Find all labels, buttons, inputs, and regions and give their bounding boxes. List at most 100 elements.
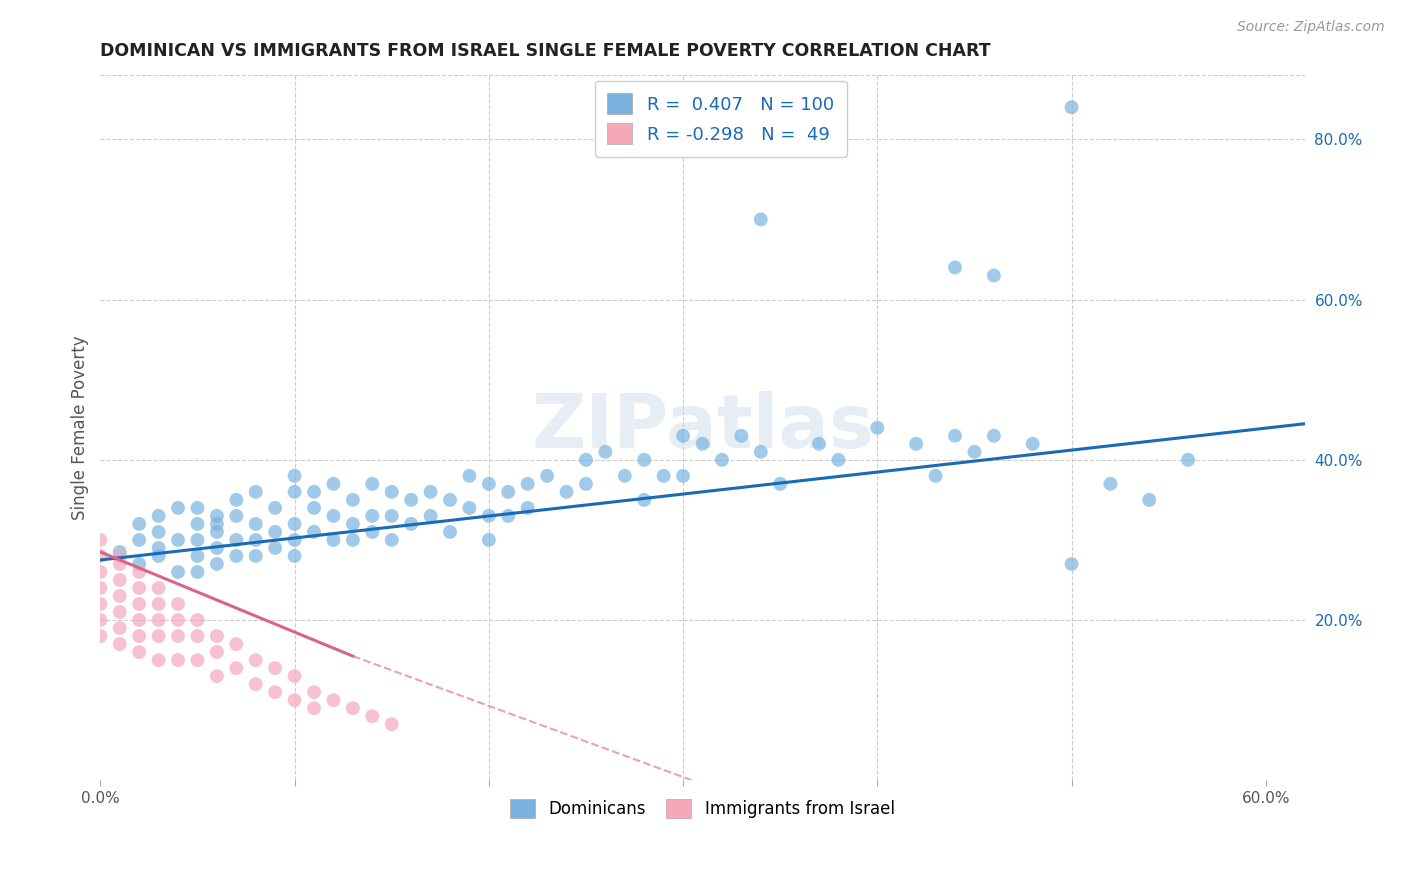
Point	[342, 492, 364, 507]
Point	[128, 597, 150, 611]
Point	[128, 613, 150, 627]
Legend: Dominicans, Immigrants from Israel: Dominicans, Immigrants from Israel	[503, 792, 901, 825]
Point	[108, 621, 131, 635]
Point	[128, 533, 150, 547]
Point	[439, 492, 461, 507]
Point	[264, 524, 287, 539]
Point	[1060, 100, 1083, 114]
Point	[245, 549, 267, 563]
Point	[167, 597, 190, 611]
Point	[245, 484, 267, 499]
Point	[361, 476, 384, 491]
Point	[381, 533, 404, 547]
Point	[186, 500, 208, 515]
Point	[302, 701, 325, 715]
Point	[730, 429, 752, 443]
Point	[128, 629, 150, 643]
Point	[148, 549, 170, 563]
Point	[148, 613, 170, 627]
Point	[419, 484, 441, 499]
Point	[225, 508, 247, 523]
Point	[108, 549, 131, 563]
Point	[284, 533, 307, 547]
Point	[983, 268, 1005, 283]
Point	[692, 437, 714, 451]
Point	[89, 565, 111, 579]
Point	[225, 637, 247, 651]
Point	[89, 533, 111, 547]
Point	[167, 500, 190, 515]
Point	[361, 508, 384, 523]
Point	[827, 452, 849, 467]
Text: ZIPatlas: ZIPatlas	[531, 392, 873, 464]
Point	[148, 653, 170, 667]
Point	[284, 549, 307, 563]
Point	[108, 545, 131, 559]
Point	[186, 549, 208, 563]
Point	[1060, 557, 1083, 571]
Point	[245, 533, 267, 547]
Point	[516, 500, 538, 515]
Point	[399, 492, 422, 507]
Point	[108, 557, 131, 571]
Point	[186, 533, 208, 547]
Point	[342, 516, 364, 531]
Point	[186, 516, 208, 531]
Point	[652, 468, 675, 483]
Point	[245, 677, 267, 691]
Point	[478, 476, 501, 491]
Point	[516, 476, 538, 491]
Point	[342, 701, 364, 715]
Point	[108, 573, 131, 587]
Point	[128, 565, 150, 579]
Point	[595, 444, 617, 458]
Point	[924, 468, 946, 483]
Point	[322, 693, 344, 707]
Point	[225, 492, 247, 507]
Point	[478, 508, 501, 523]
Point	[458, 468, 481, 483]
Point	[128, 557, 150, 571]
Y-axis label: Single Female Poverty: Single Female Poverty	[72, 335, 89, 520]
Point	[264, 541, 287, 555]
Point	[399, 516, 422, 531]
Point	[89, 613, 111, 627]
Point	[555, 484, 578, 499]
Point	[1022, 437, 1045, 451]
Point	[905, 437, 928, 451]
Point	[89, 581, 111, 595]
Point	[205, 629, 228, 643]
Point	[205, 524, 228, 539]
Point	[536, 468, 558, 483]
Point	[89, 597, 111, 611]
Point	[245, 653, 267, 667]
Point	[108, 637, 131, 651]
Point	[284, 516, 307, 531]
Point	[148, 597, 170, 611]
Point	[302, 524, 325, 539]
Point	[148, 629, 170, 643]
Point	[225, 661, 247, 675]
Point	[672, 429, 695, 443]
Point	[1137, 492, 1160, 507]
Point	[302, 484, 325, 499]
Point	[496, 508, 519, 523]
Point	[1099, 476, 1122, 491]
Point	[575, 452, 598, 467]
Point	[284, 669, 307, 683]
Point	[167, 533, 190, 547]
Point	[108, 589, 131, 603]
Point	[284, 468, 307, 483]
Point	[186, 653, 208, 667]
Point	[1177, 452, 1199, 467]
Point	[983, 429, 1005, 443]
Point	[148, 524, 170, 539]
Point	[342, 533, 364, 547]
Point	[381, 484, 404, 499]
Point	[128, 645, 150, 659]
Point	[205, 508, 228, 523]
Point	[148, 508, 170, 523]
Point	[808, 437, 831, 451]
Point	[866, 421, 889, 435]
Point	[633, 452, 655, 467]
